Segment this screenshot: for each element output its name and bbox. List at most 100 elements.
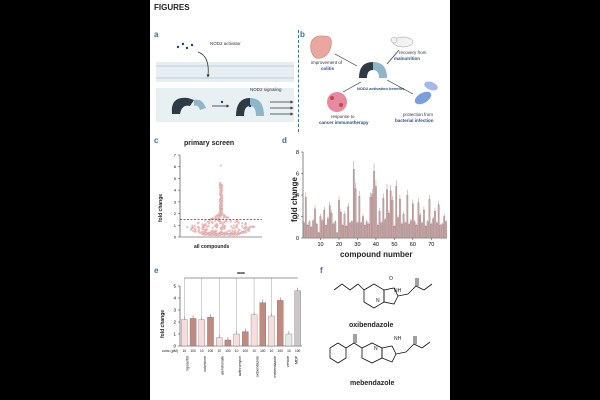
data-point <box>204 232 207 235</box>
data-point <box>227 229 230 232</box>
bar <box>380 222 383 239</box>
bar <box>362 216 364 239</box>
compound-label: oxibendazole <box>255 356 259 377</box>
bar <box>402 214 405 239</box>
data-point <box>206 220 209 223</box>
data-point <box>244 223 247 226</box>
bar <box>314 208 316 239</box>
data-point <box>220 200 223 203</box>
data-point <box>223 220 226 223</box>
bar <box>432 218 434 239</box>
bar <box>410 220 412 239</box>
data-point <box>214 224 217 227</box>
bar <box>421 222 423 239</box>
data-point <box>244 228 247 231</box>
x-tick-label: 40 <box>373 242 379 248</box>
compound-label: mebendazole <box>273 356 277 378</box>
bar <box>424 226 427 239</box>
bar <box>181 319 188 347</box>
data-point <box>241 225 244 228</box>
y-tick-label: 5 <box>173 284 176 289</box>
data-point <box>242 226 245 229</box>
bar <box>308 221 311 239</box>
benefit-key-colitis: colitis <box>321 66 335 71</box>
conc-label: 10 <box>287 349 291 353</box>
data-point <box>218 219 221 222</box>
data-point <box>219 185 222 188</box>
compound-label: azithromycin <box>238 356 242 376</box>
bar <box>393 226 396 239</box>
panel-d-xlabel: compound number <box>340 250 413 259</box>
conc-label: 100 <box>295 349 301 353</box>
mol1-nh-atom: NH <box>394 288 402 294</box>
x-tick-label: 70 <box>428 242 434 248</box>
data-point <box>194 227 197 230</box>
conc-label: 10 <box>270 349 274 353</box>
bar <box>354 188 357 239</box>
data-point <box>219 209 222 212</box>
data-point <box>203 223 206 226</box>
panel-c-title: primary screen <box>184 140 235 147</box>
bar <box>378 211 381 239</box>
bar <box>369 197 372 239</box>
bar <box>415 224 418 239</box>
bar <box>399 199 401 239</box>
x-tick-label: 10 <box>317 242 323 248</box>
data-point <box>211 226 214 229</box>
data-point <box>198 226 201 229</box>
bar <box>406 194 409 239</box>
mol2-n-atom: N <box>374 346 378 352</box>
bar <box>436 222 438 239</box>
bar <box>294 290 301 347</box>
bar <box>389 190 392 239</box>
panel-f-label: f <box>320 266 323 275</box>
panel-c-ylabel: fold change <box>158 193 164 222</box>
bar <box>388 213 390 239</box>
data-point <box>237 220 240 223</box>
bar <box>360 222 362 239</box>
nod2-receptor-icon <box>359 62 387 78</box>
data-point <box>220 186 223 189</box>
benefit-pre-3: protection from <box>403 112 434 117</box>
center-benefits-label: NOD2 activation benefits <box>357 86 405 91</box>
data-point <box>220 183 223 186</box>
data-point <box>220 195 223 198</box>
panel-c-chart: 0 1 2 3 4 5 6 7 <box>174 153 262 240</box>
x-tick-label: 60 <box>410 242 416 248</box>
data-point <box>243 231 246 234</box>
bar <box>419 215 422 239</box>
activator-dots-icon <box>176 42 194 50</box>
bar <box>356 222 359 239</box>
bar <box>441 223 444 239</box>
data-point <box>230 225 233 228</box>
data-point <box>220 211 223 214</box>
data-point <box>214 220 217 223</box>
bar <box>364 224 366 239</box>
data-point <box>225 231 228 234</box>
data-point <box>222 225 225 228</box>
conc-label: 10 <box>217 349 221 353</box>
mebendazole-structure-icon <box>329 334 431 364</box>
bar <box>325 224 327 239</box>
bar <box>317 232 320 239</box>
bar <box>365 221 368 239</box>
bar <box>367 223 370 239</box>
data-point <box>209 232 212 235</box>
conc-label: 10 <box>183 349 187 353</box>
data-point <box>220 228 223 231</box>
data-point <box>245 231 248 234</box>
bar <box>338 200 340 239</box>
y-tick-label: 3 <box>173 308 176 313</box>
data-point <box>247 229 250 232</box>
intestine-icon <box>310 35 332 59</box>
bar <box>268 315 275 347</box>
bar <box>216 337 223 347</box>
panel-d-ylabel: fold change <box>290 177 299 222</box>
bar <box>330 213 333 239</box>
y-tick-label: 0 <box>174 235 177 240</box>
bar <box>371 193 374 239</box>
conc-label: 10 <box>235 349 239 353</box>
conc-label: 100 <box>190 349 196 353</box>
bar <box>343 214 346 239</box>
bar <box>319 216 322 239</box>
